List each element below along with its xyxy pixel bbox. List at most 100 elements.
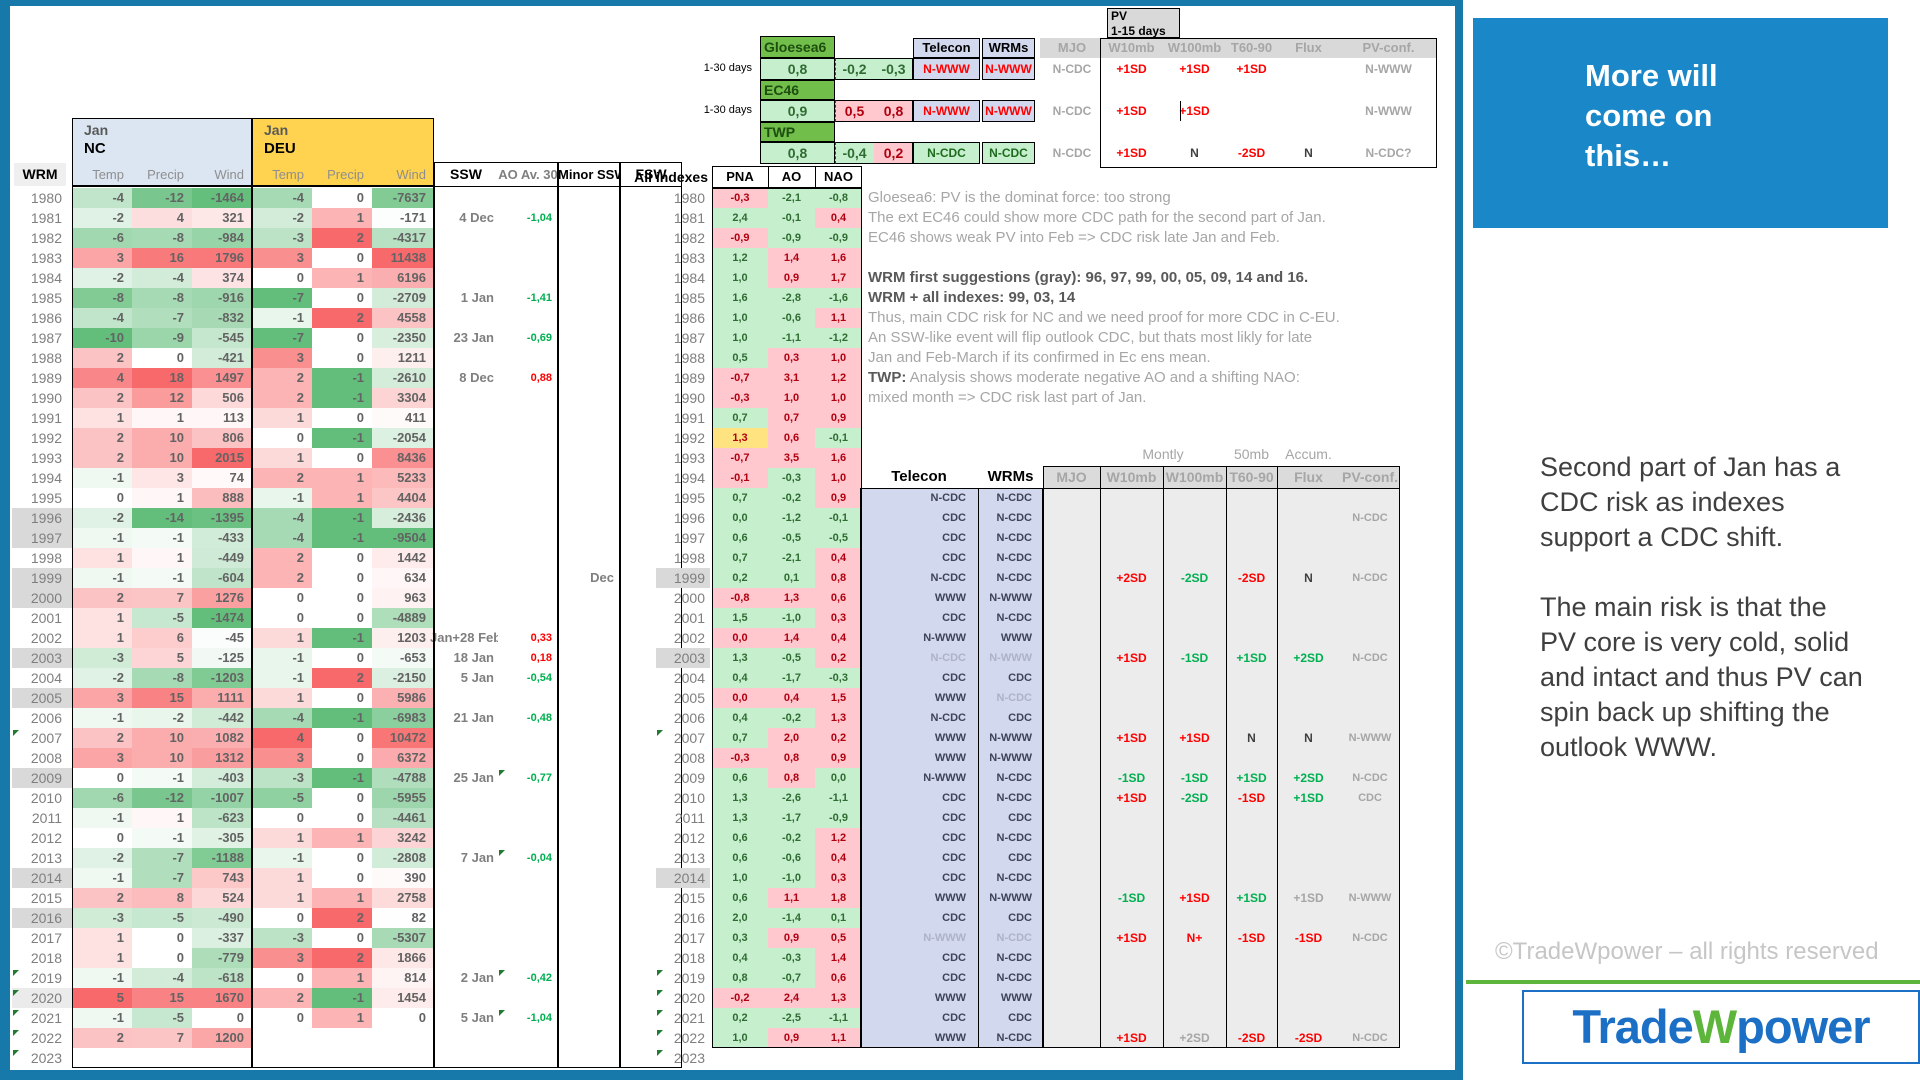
heat-cell[interactable]: -1 (312, 528, 372, 548)
heat-cell[interactable]: 2 (252, 548, 312, 568)
year-label[interactable]: 1985 (673, 290, 705, 306)
heat-cell[interactable]: -8 (132, 228, 192, 248)
heat-cell[interactable]: -1 (312, 388, 372, 408)
heat-cell[interactable]: 2 (72, 588, 132, 608)
nao-cell[interactable]: -0,8 (815, 188, 862, 208)
heat-cell[interactable]: -442 (192, 708, 252, 728)
ao-cell[interactable]: 1,3 (768, 588, 815, 608)
heat-cell[interactable]: 743 (192, 868, 252, 888)
nao-cell[interactable]: -0,1 (815, 508, 862, 528)
w100mb-top-header[interactable]: W100mb (1167, 40, 1222, 55)
heat-cell[interactable]: -1 (72, 528, 132, 548)
heat-cell[interactable]: 3304 (372, 388, 434, 408)
heat-cell[interactable]: 806 (192, 428, 252, 448)
nao-cell[interactable]: -1,6 (815, 288, 862, 308)
heat-cell[interactable]: 1796 (192, 248, 252, 268)
heat-cell[interactable]: -10 (72, 328, 132, 348)
heat-cell[interactable]: 0 (312, 788, 372, 808)
heat-cell[interactable]: 1312 (192, 748, 252, 768)
wrms-cell[interactable]: N-CDC (996, 832, 1032, 844)
heat-cell[interactable]: 0 (312, 248, 372, 268)
nao-cell[interactable]: 1,2 (815, 828, 862, 848)
ao-cell[interactable]: 0,9 (768, 268, 815, 288)
heat-cell[interactable]: 1203 (372, 628, 434, 648)
heat-cell[interactable]: -4461 (372, 808, 434, 828)
heat-cell[interactable]: -618 (192, 968, 252, 988)
nao-cell[interactable]: 0,9 (815, 408, 862, 428)
year-label[interactable]: 2012 (30, 830, 62, 846)
heat-cell[interactable]: -7 (252, 288, 312, 308)
heat-cell[interactable]: 5986 (372, 688, 434, 708)
heat-cell[interactable]: -1 (72, 708, 132, 728)
year-label[interactable]: 2005 (673, 690, 705, 706)
heat-cell[interactable]: 0 (372, 1008, 434, 1028)
sd-cell[interactable]: -1SD (1180, 651, 1209, 665)
year-label[interactable]: 2002 (30, 630, 62, 646)
ssw-date-cell[interactable]: 4 Dec (459, 210, 494, 225)
year-label[interactable]: 1997 (30, 530, 62, 546)
heat-cell[interactable]: 1111 (192, 688, 252, 708)
wrms-cell[interactable]: WWW (1000, 632, 1032, 644)
year-label[interactable]: 2013 (30, 850, 62, 866)
pna-cell[interactable]: 0,6 (712, 848, 768, 868)
heat-cell[interactable]: -1 (312, 508, 372, 528)
sd-cell[interactable]: +1SD (1116, 731, 1147, 745)
wrms-cell[interactable]: N-WWW (989, 652, 1032, 664)
pna-cell[interactable]: 2,4 (712, 208, 768, 228)
sd-cell[interactable]: +1SD (1116, 651, 1147, 665)
heat-cell[interactable]: -7 (132, 848, 192, 868)
heat-cell[interactable]: -4 (252, 188, 312, 208)
telecon-cell[interactable]: N-CDC (930, 492, 966, 504)
pna-cell[interactable]: -0,3 (712, 188, 768, 208)
model-score-cell[interactable]: -0,2 (835, 58, 874, 80)
nao-cell[interactable]: 0,6 (815, 588, 862, 608)
year-label[interactable]: 2003 (30, 650, 62, 666)
sd-column-header[interactable]: MJO (1056, 469, 1087, 485)
sd-cell[interactable]: N-WWW (1348, 732, 1392, 744)
year-label[interactable]: 2021 (30, 1010, 62, 1026)
heat-cell[interactable]: 0 (312, 288, 372, 308)
heat-cell[interactable]: -1 (252, 648, 312, 668)
model-score-cell[interactable]: 0,8 (874, 100, 913, 122)
model-score-cell[interactable]: 0,9 (760, 100, 835, 122)
ao30-value-cell[interactable]: -0,69 (526, 332, 552, 344)
sd-cell[interactable]: N-WWW (1348, 892, 1392, 904)
heat-cell[interactable]: 524 (192, 888, 252, 908)
heat-cell[interactable]: -1 (312, 368, 372, 388)
heat-cell[interactable]: 2 (252, 568, 312, 588)
ao-cell[interactable]: -1,7 (768, 808, 815, 828)
ao-cell[interactable]: -2,5 (768, 1008, 815, 1028)
year-label[interactable]: 1987 (673, 330, 705, 346)
nao-cell[interactable]: 0,4 (815, 848, 862, 868)
pna-cell[interactable]: -0,3 (712, 388, 768, 408)
telecon-cell[interactable]: CDC (942, 792, 966, 804)
year-label[interactable]: 2000 (30, 590, 62, 606)
heat-cell[interactable]: 5 (132, 648, 192, 668)
sd-cell[interactable]: +1SD (1236, 651, 1267, 665)
nao-cell[interactable]: 1,6 (815, 448, 862, 468)
sd-cell[interactable]: -1SD (1180, 771, 1209, 785)
minor-ssw-cell[interactable]: Dec (590, 570, 614, 585)
heat-cell[interactable]: 1 (312, 888, 372, 908)
year-label[interactable]: 2002 (673, 630, 705, 646)
ao30-value-cell[interactable]: -1,04 (526, 212, 552, 224)
pna-cell[interactable]: 1,0 (712, 308, 768, 328)
year-label[interactable]: 2001 (673, 610, 705, 626)
sd-cell[interactable]: N-CDC (1352, 512, 1388, 524)
year-label[interactable]: 2013 (673, 850, 705, 866)
wrms-cell[interactable]: N-CDC (996, 972, 1032, 984)
year-label[interactable]: 2017 (673, 930, 705, 946)
pna-cell[interactable]: 0,7 (712, 548, 768, 568)
nao-cell[interactable]: 0,2 (815, 728, 862, 748)
wrms-cell[interactable]: N-WWW (989, 592, 1032, 604)
pna-cell[interactable]: -0,9 (712, 228, 768, 248)
heat-cell[interactable]: 2 (72, 448, 132, 468)
sd-cell[interactable]: N-CDC (1352, 932, 1388, 944)
heat-cell[interactable]: -14 (132, 508, 192, 528)
nao-cell[interactable]: 0,3 (815, 608, 862, 628)
heat-cell[interactable]: -4 (72, 188, 132, 208)
heat-cell[interactable]: 0 (72, 768, 132, 788)
wrms-cell[interactable]: CDC (1008, 712, 1032, 724)
ao-cell[interactable]: -0,5 (768, 648, 815, 668)
heat-cell[interactable]: 390 (372, 868, 434, 888)
